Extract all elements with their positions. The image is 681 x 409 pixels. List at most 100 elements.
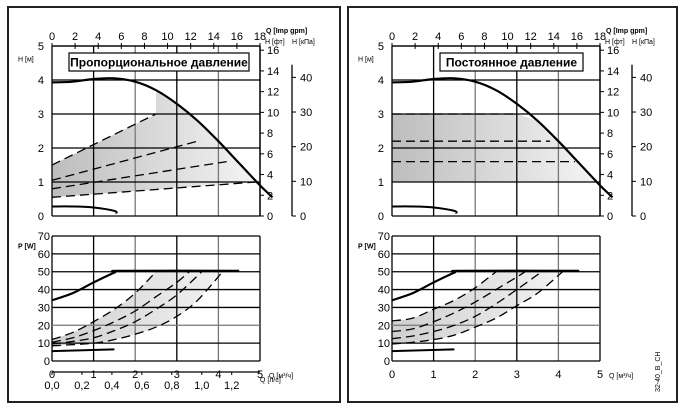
p-tick-label: 30 [378, 302, 390, 314]
q-axis-label: Q [м³/ч] [609, 373, 633, 380]
h-tick-label: 2 [38, 143, 44, 155]
top-tick-label: 14 [548, 31, 560, 43]
lps-tick-label: 0,4 [104, 380, 119, 392]
chart-title: Постоянное давление [446, 56, 577, 70]
ft-tick-label: 14 [267, 66, 279, 78]
p-tick-label: 60 [38, 249, 50, 261]
top-tick-label: 16 [571, 31, 583, 43]
top-tick-label: 12 [525, 31, 537, 43]
top-tick-label: 0 [49, 31, 55, 43]
p-tick-label: 70 [38, 231, 50, 243]
min-power-curve [51, 348, 115, 353]
h-tick-label: 1 [38, 177, 44, 189]
ft-tick-label: 16 [267, 45, 279, 57]
top-axis-label: Q [Imp gpm] [606, 28, 647, 35]
q-tick-label: 5 [597, 369, 603, 381]
max-head-curve [391, 77, 614, 199]
top-tick-label: 18 [254, 31, 266, 43]
min-head-curve [391, 205, 458, 215]
h-tick-label: 0 [378, 211, 384, 223]
ft-tick-label: 10 [607, 107, 619, 119]
kpa-tick-label: 20 [640, 142, 652, 154]
h-tick-label: 5 [378, 41, 384, 53]
min-power-curve [391, 348, 455, 353]
p-axis-label: P [W] [358, 244, 376, 251]
p-tick-label: 40 [38, 285, 50, 297]
min-head-curve [51, 205, 118, 215]
h-tick-label: 3 [38, 109, 44, 121]
top-tick-label: 4 [435, 31, 441, 43]
p-tick-label: 30 [38, 302, 50, 314]
power-dashed-curve [391, 271, 543, 340]
p-tick-label: 50 [378, 267, 390, 279]
top-tick-label: 14 [208, 31, 220, 43]
h-tick-label: 3 [378, 109, 384, 121]
p-tick-label: 60 [378, 249, 390, 261]
power-dashed-curve [391, 271, 497, 322]
top-tick-label: 18 [594, 31, 606, 43]
power-dashed-curve [391, 271, 563, 345]
top-tick-label: 16 [231, 31, 243, 43]
ft-tick-label: 4 [267, 170, 273, 182]
h-tick-label: 1 [378, 177, 384, 189]
dashed-curve [51, 140, 198, 181]
ft-tick-label: 0 [607, 211, 613, 223]
p-tick-label: 20 [378, 320, 390, 332]
p-tick-label: 0 [44, 356, 50, 368]
p-tick-label: 10 [378, 338, 390, 350]
kpa-axis-label: H [кПа] [292, 39, 315, 46]
q-tick-label: 4 [555, 369, 561, 381]
lps-tick-label: 0,6 [134, 380, 149, 392]
top-axis-label: Q [Imp gpm] [266, 28, 307, 35]
ft-tick-label: 6 [267, 149, 273, 161]
ft-tick-label: 0 [267, 211, 273, 223]
top-tick-label: 2 [412, 31, 418, 43]
p-tick-label: 40 [378, 285, 390, 297]
max-head-curve [51, 77, 274, 199]
power-dashed-curve [51, 271, 203, 345]
kpa-axis-label: H [кПа] [632, 39, 655, 46]
lps-tick-label: 0,2 [74, 380, 89, 392]
kpa-tick-label: 0 [300, 211, 306, 223]
power-dashed-curve [51, 271, 157, 341]
kpa-tick-label: 30 [300, 107, 312, 119]
h-tick-label: 4 [378, 75, 384, 87]
max-power-curve [51, 269, 240, 302]
h-tick-label: 4 [38, 75, 44, 87]
band-top-curve [51, 113, 157, 166]
q-tick-label: 3 [174, 369, 180, 381]
p-axis-label: P [W] [18, 244, 36, 251]
operating-band [52, 90, 256, 198]
top-tick-label: 8 [141, 31, 147, 43]
max-power-curve [391, 269, 580, 302]
ft-tick-label: 12 [267, 87, 279, 99]
kpa-tick-label: 10 [640, 176, 652, 188]
q-axis-label: Q [м³/ч] [269, 373, 293, 380]
figure-code: 32-40_B_CH [655, 352, 662, 392]
top-tick-label: 12 [185, 31, 197, 43]
power-band [52, 271, 223, 346]
title-box [68, 52, 250, 72]
lps-tick-label: 0,0 [44, 380, 59, 392]
dashed-curve [51, 160, 227, 190]
p-tick-label: 20 [38, 320, 50, 332]
lps-tick-label: 1,2 [224, 380, 239, 392]
p-tick-label: 0 [384, 356, 390, 368]
p-tick-label: 70 [378, 231, 390, 243]
ft-axis-label: H [фт] [265, 39, 285, 46]
band-bottom-curve [51, 181, 256, 198]
ft-tick-label: 2 [267, 190, 273, 202]
top-tick-label: 6 [458, 31, 464, 43]
q-tick-label: 0 [389, 369, 395, 381]
kpa-tick-label: 10 [300, 176, 312, 188]
kpa-tick-label: 0 [640, 211, 646, 223]
power-dashed-curve [51, 271, 190, 343]
lps-tick-label: 1,0 [194, 380, 209, 392]
title-box [439, 52, 584, 72]
h-tick-label: 2 [378, 143, 384, 155]
top-tick-label: 2 [72, 31, 78, 43]
